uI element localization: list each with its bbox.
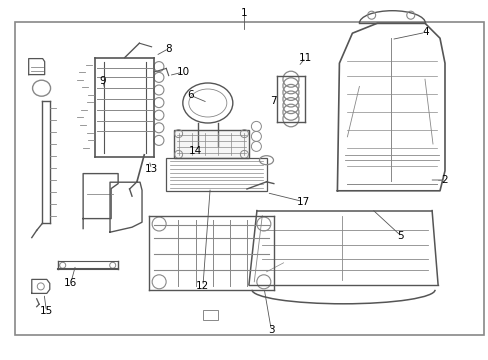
Bar bbox=[166, 158, 266, 191]
Bar bbox=[15, 22, 483, 335]
Text: 4: 4 bbox=[421, 27, 428, 37]
Bar bbox=[203, 310, 218, 320]
Text: 12: 12 bbox=[196, 281, 209, 291]
Text: 3: 3 bbox=[267, 325, 274, 336]
Text: 8: 8 bbox=[165, 44, 172, 54]
Text: 14: 14 bbox=[188, 146, 202, 156]
Text: 13: 13 bbox=[144, 164, 158, 174]
Text: 7: 7 bbox=[270, 96, 277, 106]
Text: 17: 17 bbox=[296, 197, 309, 207]
Bar bbox=[173, 130, 249, 158]
Text: 9: 9 bbox=[99, 76, 106, 86]
Text: 5: 5 bbox=[397, 231, 404, 241]
Text: 11: 11 bbox=[298, 53, 312, 63]
Text: 15: 15 bbox=[40, 306, 53, 316]
Text: 1: 1 bbox=[241, 8, 247, 18]
Text: 16: 16 bbox=[64, 278, 78, 288]
Text: 6: 6 bbox=[187, 90, 194, 100]
Text: 2: 2 bbox=[441, 175, 447, 185]
Text: 10: 10 bbox=[177, 67, 189, 77]
